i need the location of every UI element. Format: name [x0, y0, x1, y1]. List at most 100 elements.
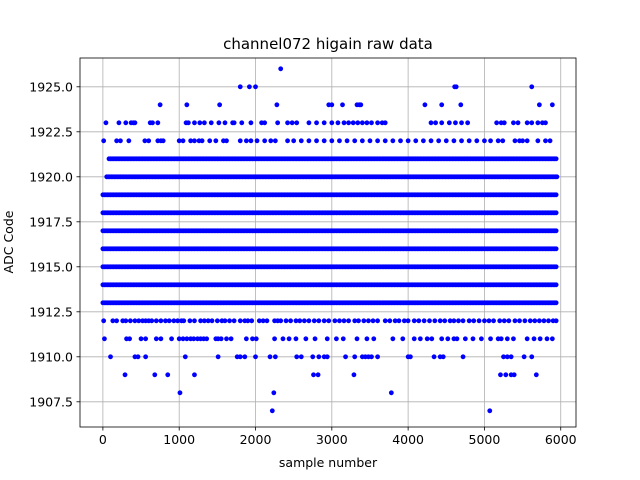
data-point [158, 336, 164, 342]
data-point [344, 138, 350, 144]
data-point [102, 336, 107, 342]
data-point [275, 120, 281, 126]
data-point [314, 138, 319, 144]
data-point [262, 120, 268, 126]
data-point [180, 138, 186, 144]
data-point [243, 138, 249, 144]
data-point [201, 318, 207, 324]
data-point [436, 138, 442, 144]
data-point [529, 120, 535, 126]
data-point [366, 318, 371, 324]
data-point [278, 318, 284, 324]
data-point [351, 372, 357, 378]
data-point [256, 318, 262, 324]
data-point [135, 354, 141, 360]
data-point [543, 138, 548, 144]
data-point [371, 336, 377, 342]
data-point [171, 318, 177, 324]
data-point [508, 354, 514, 360]
data-point [465, 120, 471, 126]
data-point [132, 120, 138, 126]
data-point [260, 318, 266, 324]
data-point [504, 354, 510, 360]
data-point [390, 336, 396, 342]
data-point [166, 318, 172, 324]
data-point [311, 318, 317, 324]
data-point [466, 138, 472, 144]
data-point [198, 318, 203, 324]
data-point [269, 408, 275, 414]
data-point [108, 354, 113, 360]
data-point [188, 138, 194, 144]
data-point [207, 138, 213, 144]
data-point [122, 372, 128, 378]
data-point [390, 138, 396, 144]
y-tick-label: 1907.5 [29, 394, 73, 409]
data-point [253, 336, 259, 342]
data-point [152, 372, 158, 378]
data-point [488, 336, 493, 342]
data-point [192, 138, 197, 144]
data-point [272, 138, 278, 144]
data-point [512, 318, 518, 324]
data-point [272, 336, 277, 342]
data-point [329, 138, 335, 144]
data-point [447, 318, 453, 324]
data-point [411, 318, 417, 324]
data-point [337, 138, 342, 144]
data-point [370, 318, 376, 324]
data-point [491, 318, 496, 324]
x-tick-label: 2000 [240, 432, 272, 447]
data-point [312, 336, 318, 342]
data-point [554, 174, 560, 180]
data-point [416, 318, 422, 324]
y-tick-label: 1912.5 [29, 304, 73, 319]
data-point [352, 354, 358, 360]
data-point [401, 318, 407, 324]
data-point [375, 138, 380, 144]
data-point [247, 84, 252, 90]
data-point [192, 372, 197, 378]
data-point [315, 372, 321, 378]
data-point [359, 138, 365, 144]
data-point [199, 138, 205, 144]
data-point [237, 318, 243, 324]
data-point [375, 354, 380, 360]
data-point [185, 120, 191, 126]
data-point [433, 120, 438, 126]
data-point [243, 336, 249, 342]
data-point [201, 120, 207, 126]
data-point [297, 318, 303, 324]
data-point [445, 336, 451, 342]
data-point [192, 120, 197, 126]
data-point [177, 390, 183, 396]
data-point [314, 120, 319, 126]
data-point [301, 318, 307, 324]
data-point [535, 120, 541, 126]
data-point [224, 138, 229, 144]
data-point [267, 354, 273, 360]
data-point [553, 192, 559, 198]
data-point [249, 318, 255, 324]
data-point [126, 138, 132, 144]
data-point [335, 120, 341, 126]
data-point [271, 390, 277, 396]
data-point [437, 318, 443, 324]
data-point [278, 66, 284, 72]
data-point [356, 318, 361, 324]
x-tick-label: 3000 [316, 432, 348, 447]
data-point [521, 354, 527, 360]
x-tick-label: 1000 [163, 432, 195, 447]
data-point [136, 318, 142, 324]
data-point [316, 354, 322, 360]
data-point [298, 138, 304, 144]
data-point [333, 336, 339, 342]
data-point [547, 138, 553, 144]
data-point [143, 354, 149, 360]
data-point [439, 102, 445, 108]
data-point [411, 336, 417, 342]
data-point [451, 138, 457, 144]
data-point [191, 336, 197, 342]
data-point [494, 120, 500, 126]
